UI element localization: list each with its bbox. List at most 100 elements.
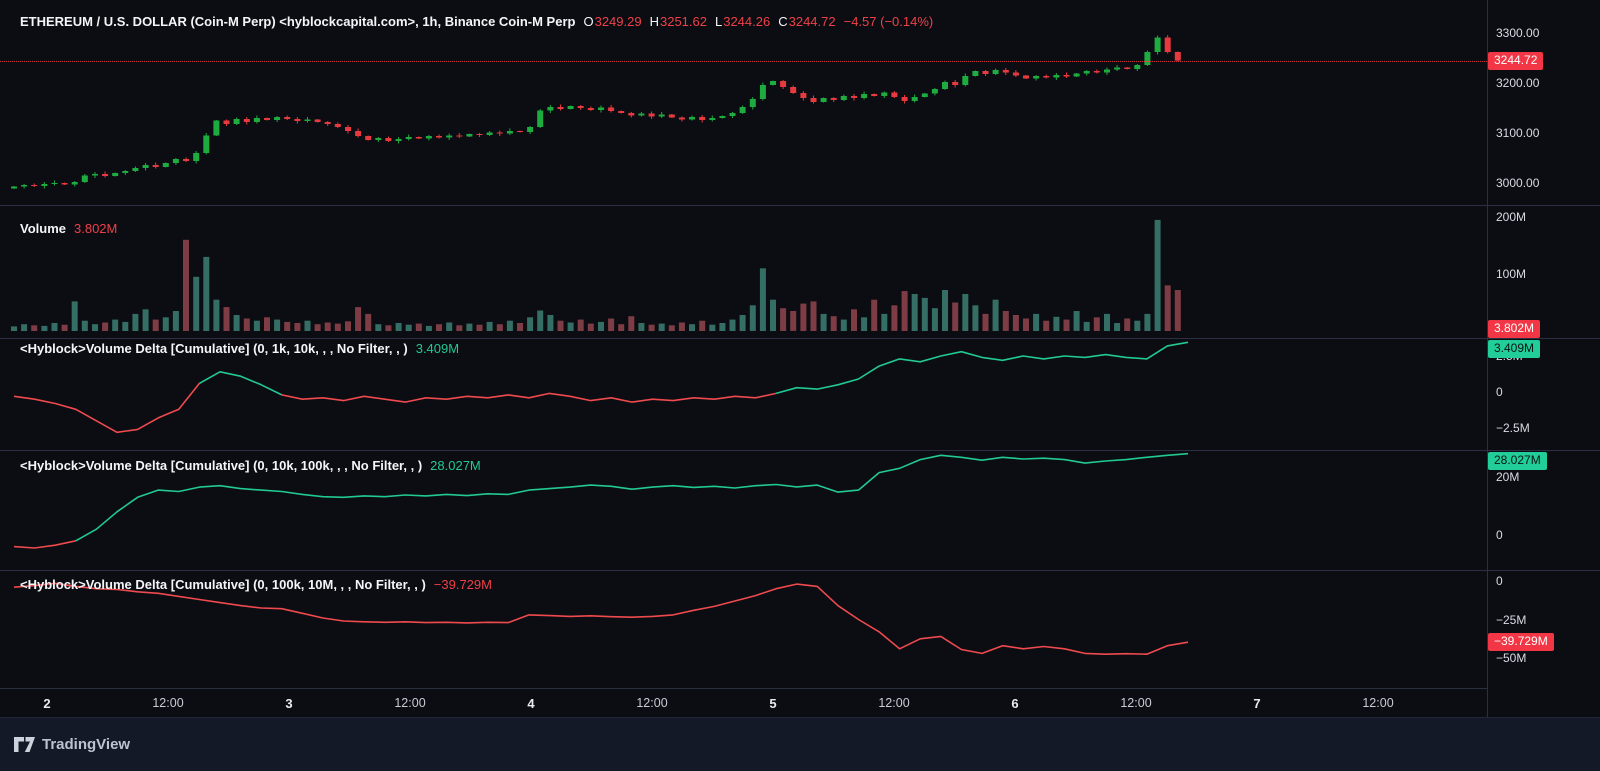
candle-body: [749, 99, 756, 107]
price-pane: ETHEREUM / U.S. DOLLAR (Coin-M Perp) <hy…: [0, 0, 1487, 205]
candle-body: [162, 163, 169, 167]
volume-bar: [567, 322, 574, 331]
volume-bar: [92, 324, 98, 331]
candle-body: [547, 107, 554, 111]
volume-bar: [810, 301, 817, 331]
volume-bar: [304, 320, 311, 331]
candle-body: [962, 76, 969, 85]
volume-bar: [638, 323, 645, 331]
candle-body: [557, 107, 564, 109]
volume-canvas[interactable]: [0, 206, 1487, 338]
volume-bar: [557, 320, 564, 331]
volume-scale[interactable]: 200M 100M 3.802M: [1488, 206, 1600, 338]
cvd-100k-10m-canvas[interactable]: [0, 571, 1487, 688]
volume-bar: [628, 316, 635, 331]
time-label: 12:00: [394, 696, 426, 710]
pane-separator[interactable]: [0, 205, 1487, 206]
candle-body: [719, 116, 726, 118]
volume-bar: [759, 268, 766, 331]
candle-body: [1012, 72, 1019, 76]
cvd-1k-10k-canvas[interactable]: [0, 339, 1487, 450]
volume-indicator-title[interactable]: Volume: [20, 221, 66, 236]
candle-body: [152, 165, 159, 167]
cvd-100k-10m-title[interactable]: <Hyblock>Volume Delta [Cumulative] (0, 1…: [20, 577, 426, 592]
candle-body: [1093, 71, 1100, 73]
volume-bar: [598, 321, 604, 331]
volume-bar: [537, 310, 544, 331]
volume-bar: [527, 317, 534, 331]
candle-body: [517, 131, 523, 132]
volume-bar: [982, 313, 989, 331]
day-label: 7: [1253, 696, 1261, 711]
day-label: 4: [527, 696, 535, 711]
pane-separator: [1488, 205, 1600, 206]
time-axis[interactable]: 2 12:00 3 12:00 4 12:00 5 12:00 6 12:00 7 12:00: [0, 689, 1487, 717]
volume-bar: [668, 325, 675, 331]
pane-separator[interactable]: [0, 570, 1487, 571]
volume-bar: [709, 324, 716, 331]
cvd-10k-100k-scale[interactable]: 20M 0 28.027M: [1488, 451, 1600, 570]
candle-body: [81, 175, 88, 182]
volume-bar: [931, 308, 938, 331]
candle-body: [1134, 65, 1141, 69]
candle-body: [466, 134, 473, 137]
pane-separator[interactable]: [0, 450, 1487, 451]
chart-area: ETHEREUM / U.S. DOLLAR (Coin-M Perp) <hy…: [0, 0, 1600, 717]
candle-body: [253, 118, 260, 122]
candle-body: [587, 108, 594, 110]
cvd-10k-100k-title[interactable]: <Hyblock>Volume Delta [Cumulative] (0, 1…: [20, 458, 423, 473]
cvd-100k-10m-scale[interactable]: 0 −25M −50M −39.729M: [1488, 571, 1600, 688]
candle-body: [952, 82, 959, 85]
volume-bar: [51, 323, 58, 331]
axis-last-value-badge: −39.729M: [1488, 633, 1554, 651]
candle-body: [840, 96, 847, 100]
pane-separator[interactable]: [0, 338, 1487, 339]
cvd-1k-10k-scale[interactable]: 2.5M0−2.5M3.409M: [1488, 339, 1600, 450]
volume-bar: [233, 315, 240, 331]
volume-bar: [61, 324, 68, 331]
candle-body: [820, 98, 827, 102]
volume-bar: [1164, 285, 1171, 331]
time-label: 12:00: [152, 696, 184, 710]
candle-body: [365, 136, 372, 140]
volume-bar: [1002, 311, 1009, 331]
volume-bar: [790, 311, 797, 331]
volume-bar: [689, 324, 695, 331]
volume-bar: [415, 323, 422, 331]
candle-body: [1104, 69, 1110, 73]
axis-last-value-badge: 3.802M: [1488, 320, 1541, 338]
candle-body: [1002, 70, 1009, 73]
pane-separator[interactable]: [0, 688, 1487, 689]
candle-body: [314, 119, 321, 122]
candlestick-canvas[interactable]: [0, 0, 1487, 205]
volume-bar: [1012, 315, 1019, 331]
cvd-100k-10m-value: −39.729M: [433, 577, 492, 592]
candle-body: [861, 94, 868, 98]
candle-body: [11, 186, 17, 189]
volume-bar: [223, 307, 230, 331]
volume-bar: [699, 320, 706, 331]
candle-body: [172, 159, 179, 163]
volume-bar: [506, 320, 513, 331]
price-scale[interactable]: 3300.00 3200.00 3100.00 3000.00 3244.72: [1488, 0, 1600, 205]
candle-body: [486, 132, 493, 135]
volume-bar: [729, 319, 736, 331]
candle-body: [668, 114, 675, 118]
candle-body: [1154, 37, 1161, 52]
candle-body: [92, 174, 98, 176]
tradingview-logo[interactable]: TradingView: [14, 736, 130, 753]
candle-body: [284, 117, 291, 119]
ohlc-low: L3244.26: [714, 14, 771, 29]
volume-bar: [952, 302, 959, 331]
candle-body: [891, 92, 898, 97]
axis-tick-label: 0: [1496, 528, 1503, 542]
volume-bar: [41, 325, 48, 331]
cvd-10k-100k-canvas[interactable]: [0, 451, 1487, 570]
candle-body: [628, 113, 635, 116]
candle-body: [385, 138, 392, 141]
cvd-1k-10k-title[interactable]: <Hyblock>Volume Delta [Cumulative] (0, 1…: [20, 341, 408, 356]
symbol-title[interactable]: ETHEREUM / U.S. DOLLAR (Coin-M Perp) <hy…: [20, 14, 576, 29]
candle-body: [921, 93, 928, 97]
candle-body: [931, 89, 938, 94]
axis-tick-label: 200M: [1496, 210, 1527, 224]
